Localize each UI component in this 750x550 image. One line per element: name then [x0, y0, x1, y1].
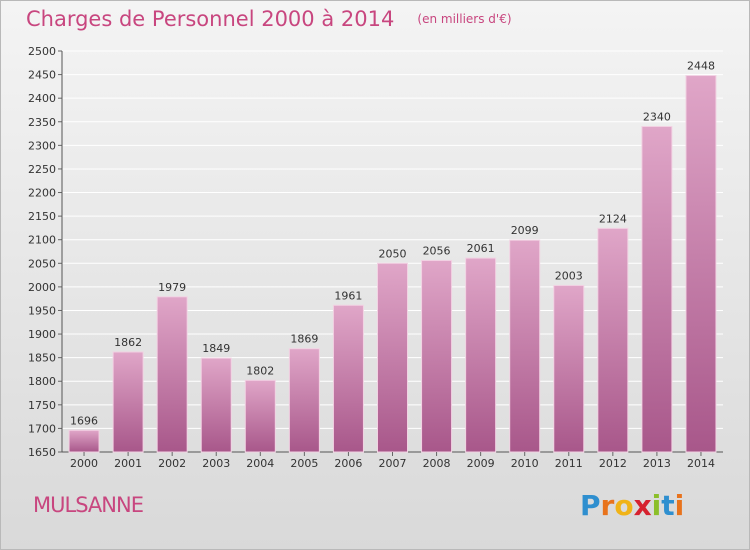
logo-letter: i: [674, 489, 685, 522]
bars: [68, 75, 717, 453]
y-tick-label: 1750: [28, 399, 56, 412]
bar-2008: [421, 259, 453, 453]
y-tick-label: 2150: [28, 210, 56, 223]
y-tick-label: 2100: [28, 234, 56, 247]
y-tick-label: 2450: [28, 69, 56, 82]
bar-2000: [68, 429, 100, 453]
data-label: 1869: [290, 333, 318, 346]
commune-name: MULSANNE: [33, 493, 144, 517]
logo-letter: o: [614, 489, 634, 522]
y-tick-label: 1800: [28, 375, 56, 388]
y-tick-label: 2350: [28, 116, 56, 129]
y-tick-label: 1650: [28, 446, 56, 459]
bar-2011: [553, 284, 585, 453]
data-label: 2050: [379, 247, 407, 260]
x-tick-label: 2003: [202, 457, 230, 470]
data-label: 2340: [643, 110, 671, 123]
x-tick-labels: 2000 2001 2002 2003 2004 2005 2006 2007 2008 2009…: [70, 452, 715, 470]
y-tick-label: 1900: [28, 328, 56, 341]
title-row: Charges de Personnel 2000 à 2014 (en mil…: [26, 7, 512, 31]
x-tick-label: 2004: [246, 457, 274, 470]
chart-subtitle: (en milliers d'€): [417, 12, 512, 26]
logo-letter: t: [661, 489, 675, 522]
y-tick-label: 1950: [28, 304, 56, 317]
bar-2003: [200, 357, 232, 453]
x-tick-label: 2001: [114, 457, 142, 470]
data-label: 2124: [599, 212, 627, 225]
bar-2010: [509, 239, 541, 453]
x-tick-label: 2000: [70, 457, 98, 470]
data-label: 2056: [423, 244, 451, 257]
x-tick-label: 2012: [599, 457, 627, 470]
data-label: 1862: [114, 336, 142, 349]
logo-letter: P: [580, 489, 601, 522]
data-label: 1802: [246, 364, 274, 377]
logo-letter: r: [600, 489, 615, 522]
y-tick-label: 2300: [28, 139, 56, 152]
y-tick-label: 2200: [28, 187, 56, 200]
bar-2012: [597, 227, 629, 453]
bar-2001: [112, 351, 144, 453]
x-tick-label: 2007: [379, 457, 407, 470]
chart-title: Charges de Personnel 2000 à 2014: [26, 7, 395, 31]
bar-2013: [641, 125, 673, 453]
y-tick-label: 1700: [28, 422, 56, 435]
bar-2004: [244, 379, 276, 453]
y-tick-label: 1850: [28, 352, 56, 365]
logo-letter: x: [633, 489, 652, 522]
data-label: 1979: [158, 281, 186, 294]
x-tick-label: 2013: [643, 457, 671, 470]
bar-2005: [288, 348, 320, 453]
data-labels: 1696 1862 1979 1849 1802 1869 1961 2050 2056 2061…: [70, 60, 715, 428]
y-tick-label: 2250: [28, 163, 56, 176]
y-tick-label: 2500: [28, 45, 56, 58]
y-tick-label: 2000: [28, 281, 56, 294]
bar-2007: [377, 262, 408, 453]
data-label: 1696: [70, 414, 98, 427]
x-tick-label: 2002: [158, 457, 186, 470]
data-label: 2003: [555, 269, 583, 282]
y-tick-labels: 1650 1700 1750 1800 1850 1900 1950 2000 2050 2100…: [28, 45, 56, 459]
x-tick-label: 2009: [467, 457, 495, 470]
data-label: 1961: [334, 289, 362, 302]
x-tick-label: 2014: [687, 457, 715, 470]
data-label: 2448: [687, 60, 715, 73]
data-label: 2099: [511, 224, 539, 237]
x-tick-label: 2008: [423, 457, 451, 470]
bar-2009: [465, 257, 497, 453]
x-tick-label: 2011: [555, 457, 583, 470]
x-tick-label: 2006: [334, 457, 362, 470]
logo-letter: i: [651, 489, 662, 522]
bar-2006: [332, 304, 364, 453]
x-tick-label: 2010: [511, 457, 539, 470]
y-tick-label: 2400: [28, 92, 56, 105]
y-tick-label: 2050: [28, 257, 56, 270]
bar-2014: [685, 75, 717, 453]
proxiti-logo: Proxiti: [580, 489, 684, 522]
bar-2002: [156, 296, 188, 453]
x-tick-label: 2005: [290, 457, 318, 470]
data-label: 1849: [202, 342, 230, 355]
data-label: 2061: [467, 242, 495, 255]
